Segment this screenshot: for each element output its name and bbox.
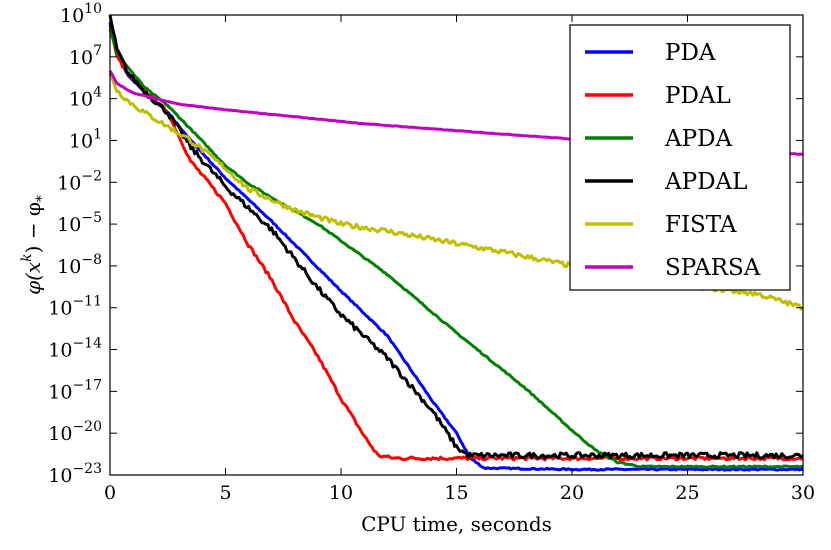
y-axis-label: φ(xk) − φ* xyxy=(19,195,50,295)
x-tick-label: 0 xyxy=(104,482,116,504)
legend-label-fista: FISTA xyxy=(665,212,737,238)
y-tick-label: 10−5 xyxy=(57,210,102,236)
x-tick-label: 30 xyxy=(791,482,815,504)
y-tick-label: 1010 xyxy=(60,1,102,27)
y-tick-label: 10−8 xyxy=(57,252,102,278)
x-tick-label: 15 xyxy=(444,482,468,504)
y-tick-label: 101 xyxy=(69,126,102,152)
x-tick-label: 20 xyxy=(560,482,584,504)
legend-box xyxy=(569,24,791,291)
y-tick-label: 10−20 xyxy=(48,419,102,445)
y-tick-label: 107 xyxy=(69,43,102,69)
series-line-apda xyxy=(108,28,804,469)
legend-label-pdal: PDAL xyxy=(665,83,731,109)
legend: PDA PDAL APDA APDAL FISTA SPARSA xyxy=(569,24,791,291)
x-tick-label: 5 xyxy=(219,482,231,504)
x-tick-label: 25 xyxy=(675,482,699,504)
legend-label-apda: APDA xyxy=(664,126,733,152)
series-line-apdal xyxy=(108,14,804,460)
legend-label-pda: PDA xyxy=(665,40,716,66)
series-line-pdal xyxy=(108,24,804,462)
y-tick-label: 104 xyxy=(69,85,102,111)
x-tick-label: 10 xyxy=(329,482,353,504)
y-tick-label: 10−17 xyxy=(48,377,102,403)
y-tick-label: 10−23 xyxy=(48,461,102,487)
legend-label-apdal: APDAL xyxy=(664,169,747,195)
y-tick-label: 10−11 xyxy=(48,294,102,320)
x-axis-label: CPU time, seconds xyxy=(361,512,552,536)
y-tick-label: 10−2 xyxy=(57,168,102,194)
y-tick-label: 10−14 xyxy=(48,336,102,362)
legend-label-sparsa: SPARSA xyxy=(665,255,761,281)
